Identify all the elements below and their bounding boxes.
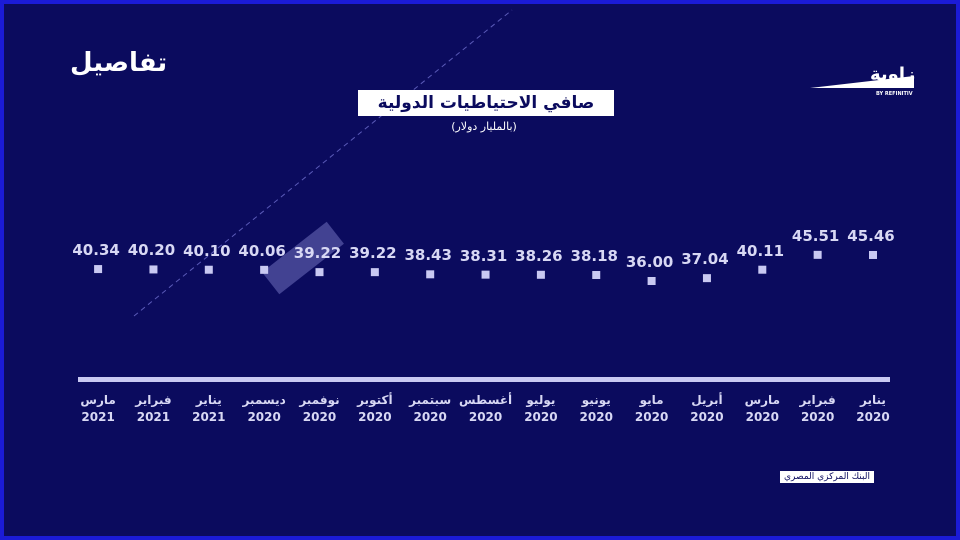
x-tick-label: فبراير 2021 xyxy=(135,393,172,424)
x-tick-label: أغسطس 2020 xyxy=(458,393,513,424)
value-label: 39.22 xyxy=(293,244,342,263)
value-label: 38.26 xyxy=(515,246,563,265)
x-tick-label: مارس 2021 xyxy=(80,393,116,424)
marker xyxy=(94,265,103,274)
value-label: 40.11 xyxy=(736,241,785,260)
value-label: 40.06 xyxy=(238,241,286,260)
value-label: 36.00 xyxy=(625,253,674,271)
marker xyxy=(536,270,545,279)
x-tick-label: يناير 2021 xyxy=(192,393,226,424)
source: البنك المركزي المصري xyxy=(780,471,874,483)
chart xyxy=(78,9,914,382)
value-label: 38.43 xyxy=(404,246,452,265)
value-label: 40.10 xyxy=(183,241,231,260)
logo: زاوية xyxy=(870,64,916,85)
marker xyxy=(204,265,213,274)
decor-box xyxy=(262,221,344,295)
marker xyxy=(869,250,877,259)
value-label: 45.51 xyxy=(791,226,840,245)
x-tick-label: ديسمبر 2020 xyxy=(242,393,286,424)
value-label: 45.46 xyxy=(847,226,895,245)
value-label: 38.31 xyxy=(459,246,508,265)
logo-sub: BY REFINITIV xyxy=(876,91,913,97)
x-tick-label: يونيو 2020 xyxy=(579,393,613,424)
marker xyxy=(758,265,767,274)
chart-title: صافي الاحتياطيات الدولية xyxy=(358,90,614,116)
value-label: 39.22 xyxy=(349,244,397,263)
x-tick-label: سبتمبر 2020 xyxy=(409,393,452,424)
logo-mark xyxy=(810,76,914,88)
x-tick-label: فبراير 2020 xyxy=(799,393,836,424)
x-tick-label: نوفمبر 2020 xyxy=(299,393,340,424)
decor-line xyxy=(133,9,513,317)
value-label: 40.34 xyxy=(72,241,120,260)
value-label: 40.20 xyxy=(127,241,176,260)
marker xyxy=(647,277,656,285)
marker xyxy=(149,265,158,274)
marker xyxy=(315,268,324,277)
x-tick-label: مارس 2020 xyxy=(744,393,780,424)
heading: تفاصيل xyxy=(70,48,168,78)
marker xyxy=(481,270,490,279)
marker xyxy=(370,268,379,277)
marker xyxy=(592,271,601,280)
marker xyxy=(426,270,435,279)
marker xyxy=(813,250,822,259)
value-label: 38.18 xyxy=(570,247,618,265)
x-tick-label: يوليو 2020 xyxy=(524,393,558,424)
x-tick-label: أبريل 2020 xyxy=(690,393,724,424)
x-tick-label: مايو 2020 xyxy=(634,393,669,424)
marker xyxy=(260,265,269,274)
x-tick-label: يناير 2020 xyxy=(856,393,890,424)
marker xyxy=(702,274,711,283)
value-label: 37.04 xyxy=(681,250,729,269)
chart-subtitle: (بالمليار دولار) xyxy=(451,120,517,133)
baseline xyxy=(78,377,890,382)
x-tick-label: أكتوبر 2020 xyxy=(357,393,393,424)
